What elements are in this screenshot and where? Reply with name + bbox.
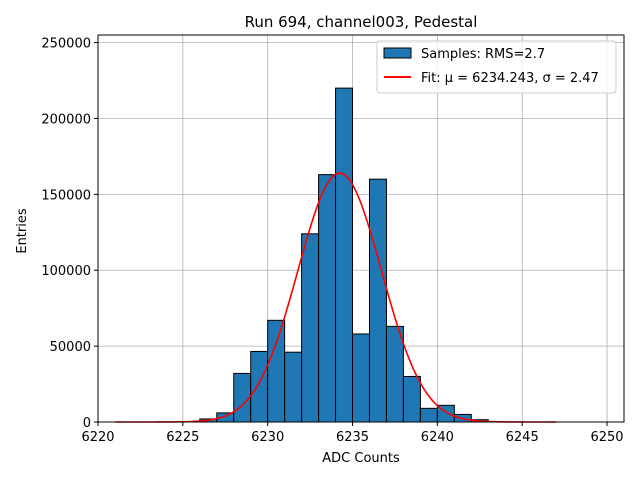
chart-title: Run 694, channel003, Pedestal <box>245 13 478 31</box>
y-tick-label: 250000 <box>41 37 91 52</box>
histogram-bar <box>301 233 320 423</box>
histogram-bar <box>385 325 404 423</box>
histogram-bar <box>267 319 286 423</box>
histogram-bars <box>199 87 489 423</box>
legend-frame <box>376 40 617 94</box>
histogram-bar <box>284 351 303 423</box>
legend-samples-swatch <box>383 47 412 59</box>
legend-samples-label: Samples: RMS=2.7 <box>421 47 545 62</box>
histogram-bar <box>368 178 387 423</box>
histogram-bar <box>318 174 337 423</box>
y-tick-label: 100000 <box>41 264 91 279</box>
histogram-bar <box>402 375 421 423</box>
y-axis-title: Entries <box>15 208 30 254</box>
y-tick-label: 50000 <box>50 340 91 355</box>
histogram-bar <box>250 350 269 423</box>
legend: Samples: RMS=2.7 Fit: μ = 6234.243, σ = … <box>376 40 617 94</box>
histogram-bar <box>233 372 252 423</box>
y-tick-label: 150000 <box>41 188 91 203</box>
plot-frame <box>97 34 625 423</box>
histogram-bar <box>352 333 370 423</box>
x-tick-label: 6245 <box>506 430 539 445</box>
x-tick-label: 6225 <box>166 430 199 445</box>
axes: 6220 6225 6230 6235 6240 6245 6250 0 50000 100000… <box>41 34 625 445</box>
histogram-bar <box>419 407 438 423</box>
x-tick-label: 6230 <box>251 430 284 445</box>
y-tick-label: 200000 <box>41 112 91 127</box>
y-tick-label: 0 <box>83 416 91 431</box>
histogram-bar <box>335 87 354 423</box>
legend-fit-label: Fit: μ = 6234.243, σ = 2.47 <box>421 71 599 86</box>
x-tick-label: 6235 <box>336 430 369 445</box>
x-tick-label: 6220 <box>81 430 114 445</box>
x-tick-label: 6240 <box>421 430 454 445</box>
x-tick-label: 6250 <box>590 430 623 445</box>
x-axis-title: ADC Counts <box>322 451 400 466</box>
